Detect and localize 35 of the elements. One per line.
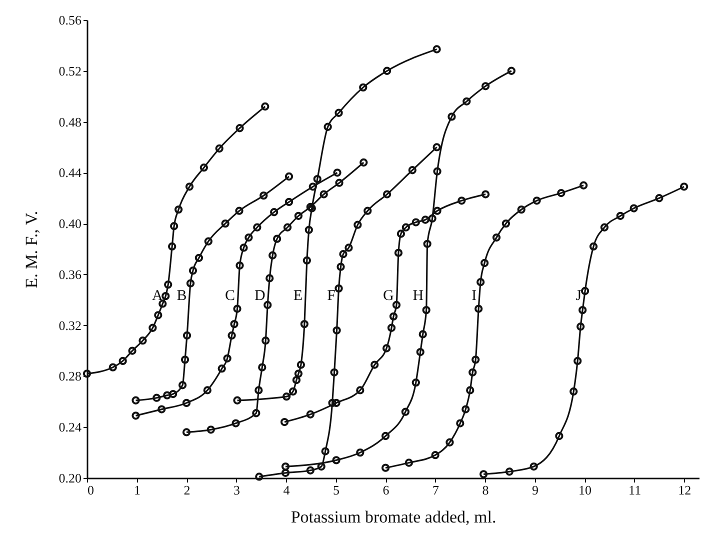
x-tick-label: 2 (184, 482, 190, 498)
x-tick-label: 4 (283, 482, 290, 498)
x-tick-label: 7 (432, 482, 440, 498)
series-label: I (472, 288, 477, 304)
series-label: C (225, 288, 236, 304)
series-label: H (412, 288, 424, 304)
y-tick-label: 0.20 (58, 470, 82, 486)
y-tick-label: 0.24 (58, 420, 82, 435)
x-axis-title: Potassium bromate added, ml. (290, 508, 496, 526)
series-label: J (576, 288, 582, 304)
y-tick-label: 0.44 (58, 165, 82, 180)
series-label: A (152, 288, 164, 304)
x-tick-label: 9 (532, 482, 539, 498)
y-tick-label: 0.32 (58, 318, 82, 333)
y-tick-label: 0.56 (58, 12, 82, 28)
series-label: E (293, 288, 303, 304)
y-tick-label: 0.48 (58, 114, 82, 130)
x-tick-label: 0 (88, 482, 94, 498)
series-label: F (327, 288, 336, 304)
x-tick-label: 5 (333, 482, 340, 498)
series-label: G (383, 288, 394, 304)
y-axis-title: E. M. F., V. (22, 210, 41, 288)
y-tick-label: 0.28 (58, 368, 82, 384)
x-tick-label: 8 (482, 482, 489, 498)
x-tick-label: 11 (628, 482, 642, 498)
y-tick-label: 0.36 (58, 266, 82, 282)
series-label: B (176, 288, 187, 304)
x-tick-label: 1 (134, 482, 141, 498)
x-tick-label: 6 (382, 482, 390, 498)
y-tick-label: 0.40 (58, 216, 82, 232)
y-tick-label: 0.52 (58, 63, 82, 78)
x-tick-label: 3 (234, 482, 240, 498)
x-tick-label: 12 (678, 482, 692, 498)
x-tick-label: 10 (578, 482, 592, 498)
series-label: D (254, 288, 266, 304)
